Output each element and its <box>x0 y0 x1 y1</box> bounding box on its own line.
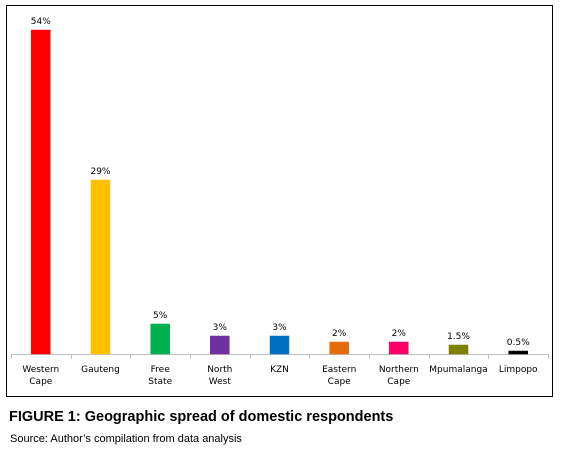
category-label: Western Cape <box>22 365 59 387</box>
category-label: Northern Cape <box>379 365 419 387</box>
bar <box>269 335 290 355</box>
bar <box>508 350 528 355</box>
data-label: 3% <box>213 323 228 333</box>
category-label: Eastern Cape <box>322 365 356 387</box>
bar <box>150 323 170 355</box>
category-label: KZN <box>270 365 289 375</box>
bar <box>389 341 409 355</box>
chart-frame: 54% Western Cape 29% Gauteng 5% Free State 3% Nor… <box>6 5 553 397</box>
bar <box>31 29 51 355</box>
data-label: 54% <box>31 17 51 27</box>
category-label: Gauteng <box>81 365 120 375</box>
data-label: 2% <box>392 329 407 339</box>
category-label: Limpopo <box>499 365 538 375</box>
data-label: 5% <box>153 311 168 321</box>
figure-title: FIGURE 1: Geographic spread of domestic … <box>9 409 394 425</box>
data-label: 2% <box>332 329 347 339</box>
figure-source: Source: Author’s compilation from data a… <box>10 433 242 445</box>
data-label: 3% <box>272 323 287 333</box>
category-label: Mpumalanga <box>429 365 487 375</box>
category-label: Free State <box>148 365 172 387</box>
data-label: 0.5% <box>507 338 530 348</box>
category-label: North West <box>207 365 232 387</box>
bar <box>210 335 230 355</box>
bar <box>90 179 111 355</box>
data-label: 29% <box>90 167 110 177</box>
bar-chart: 54% Western Cape 29% Gauteng 5% Free State 3% Nor… <box>11 17 549 387</box>
bar <box>448 344 469 355</box>
data-label: 1.5% <box>447 332 470 342</box>
bar <box>329 341 349 355</box>
